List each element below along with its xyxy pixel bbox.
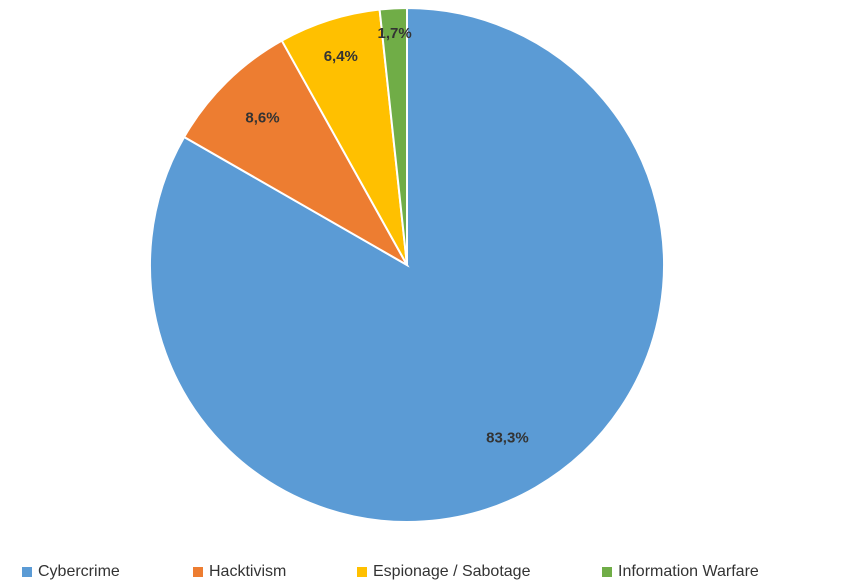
legend-label-espionage-sabotage: Espionage / Sabotage <box>373 563 531 580</box>
legend-item-hacktivism: Hacktivism <box>193 562 286 582</box>
legend-label-hacktivism: Hacktivism <box>209 563 287 580</box>
pie-slice-information-warfare <box>378 6 408 266</box>
data-label-hacktivism: 8,6% <box>245 110 279 127</box>
pie-slice-cybercrime <box>149 6 665 523</box>
pie-slices <box>149 6 665 523</box>
legend-swatch-information-warfare <box>602 567 612 577</box>
data-label-cybercrime: 83,3% <box>486 429 529 446</box>
legend-swatch-hacktivism <box>193 567 203 577</box>
chart-legend: Cybercrime Hacktivism Espionage / Sabota… <box>0 562 841 582</box>
legend-label-information-warfare: Information Warfare <box>618 563 759 580</box>
legend-label-cybercrime: Cybercrime <box>38 563 120 580</box>
legend-swatch-cybercrime <box>22 567 32 577</box>
pie-slice-hacktivism <box>182 39 410 268</box>
legend-item-information-warfare: Information Warfare <box>602 562 759 582</box>
legend-item-espionage-sabotage: Espionage / Sabotage <box>357 562 530 582</box>
legend-swatch-espionage-sabotage <box>357 567 367 577</box>
legend-item-cybercrime: Cybercrime <box>22 562 120 582</box>
pie-data-labels: 83,3% 8,6% 6,4% 1,7% <box>245 25 528 446</box>
data-label-espionage-sabotage: 6,4% <box>324 48 358 65</box>
data-label-information-warfare: 1,7% <box>378 25 412 42</box>
